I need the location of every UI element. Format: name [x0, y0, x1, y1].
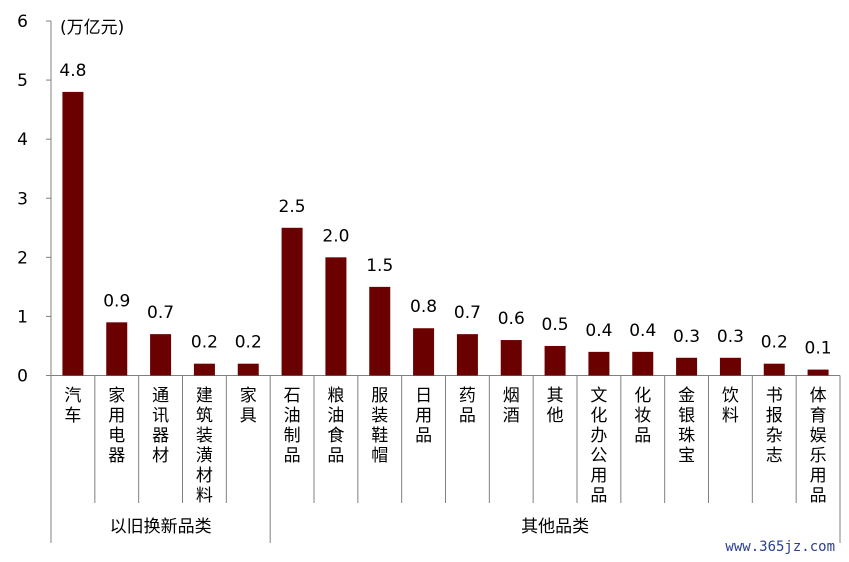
bar	[413, 328, 435, 376]
bar	[719, 357, 741, 376]
category-label: 家用电器	[108, 386, 125, 466]
category-label: 烟酒	[503, 386, 520, 426]
data-label: 0.8	[410, 297, 437, 317]
bar	[807, 369, 829, 376]
y-tick-label: 6	[17, 12, 28, 32]
data-label: 0.7	[454, 303, 481, 323]
category-label: 建筑装潢材料	[196, 386, 213, 506]
category-label: 化妆品	[634, 386, 651, 446]
bar	[588, 351, 610, 376]
bar	[193, 363, 215, 376]
category-label: 其他	[547, 386, 564, 426]
data-labels: 4.8 0.9 0.7 0.2 0.2 2.5 2.0 1.5 0.8 0.7 0.6 0.5 0.4 0…	[59, 61, 831, 359]
y-tick-label: 4	[17, 130, 28, 150]
bar	[369, 286, 391, 376]
watermark: www.365jz.com	[725, 539, 835, 555]
bar	[500, 340, 522, 376]
bars	[62, 91, 829, 376]
data-label: 0.2	[191, 333, 218, 353]
unit-label: (万亿元)	[60, 18, 124, 38]
y-tick-label: 1	[17, 307, 28, 327]
bar	[325, 257, 347, 376]
bar	[763, 363, 785, 376]
bar	[632, 351, 654, 376]
data-label: 0.3	[673, 327, 700, 347]
category-label: 家具	[240, 386, 257, 426]
bar	[106, 322, 128, 376]
y-tick-label: 2	[17, 248, 28, 268]
bar	[676, 357, 698, 376]
data-label: 2.5	[279, 197, 306, 217]
group-label: 其他品类	[521, 517, 589, 537]
bar	[150, 334, 172, 376]
category-label: 粮油食品	[327, 386, 344, 466]
axes: 0 1 2 3 4 5 6	[17, 12, 841, 543]
category-label: 通讯器材	[152, 386, 169, 466]
data-label: 0.6	[498, 309, 525, 329]
group-labels: 以旧换新品类 其他品类	[110, 517, 589, 537]
bar	[544, 345, 566, 376]
category-label: 书报杂志	[766, 386, 783, 466]
data-label: 4.8	[59, 61, 86, 81]
data-label: 0.3	[717, 327, 744, 347]
bar	[281, 227, 303, 376]
category-label: 体育娱乐用品	[810, 386, 827, 506]
y-tick-label: 3	[17, 189, 28, 209]
category-label: 药品	[459, 386, 476, 426]
data-label: 0.4	[585, 321, 612, 341]
data-label: 0.9	[103, 291, 130, 311]
category-label: 石油制品	[284, 386, 301, 466]
data-label: 0.5	[542, 315, 569, 335]
bar	[456, 334, 478, 376]
y-tick-label: 0	[17, 367, 28, 387]
bar	[237, 363, 259, 376]
data-label: 0.1	[805, 339, 832, 359]
data-label: 1.5	[366, 256, 393, 276]
data-label: 2.0	[322, 226, 349, 246]
category-label: 日用品	[415, 386, 432, 446]
category-label: 服装鞋帽	[371, 386, 388, 466]
bar	[62, 91, 84, 376]
data-label: 0.2	[761, 333, 788, 353]
group-label: 以旧换新品类	[110, 517, 212, 537]
data-label: 0.4	[629, 321, 656, 341]
data-label: 0.2	[235, 333, 262, 353]
category-label: 金银珠宝	[678, 386, 695, 466]
category-label: 饮料	[722, 386, 739, 426]
category-label: 文化办公用品	[590, 386, 607, 506]
category-labels: 汽车 家用电器 通讯器材 建筑装潢材料 家具 石油制品 粮油食品 服装鞋帽 日用品 药品烟酒其他文…	[64, 386, 826, 506]
y-tick-label: 5	[17, 71, 28, 91]
category-label: 汽车	[64, 386, 81, 426]
data-label: 0.7	[147, 303, 174, 323]
